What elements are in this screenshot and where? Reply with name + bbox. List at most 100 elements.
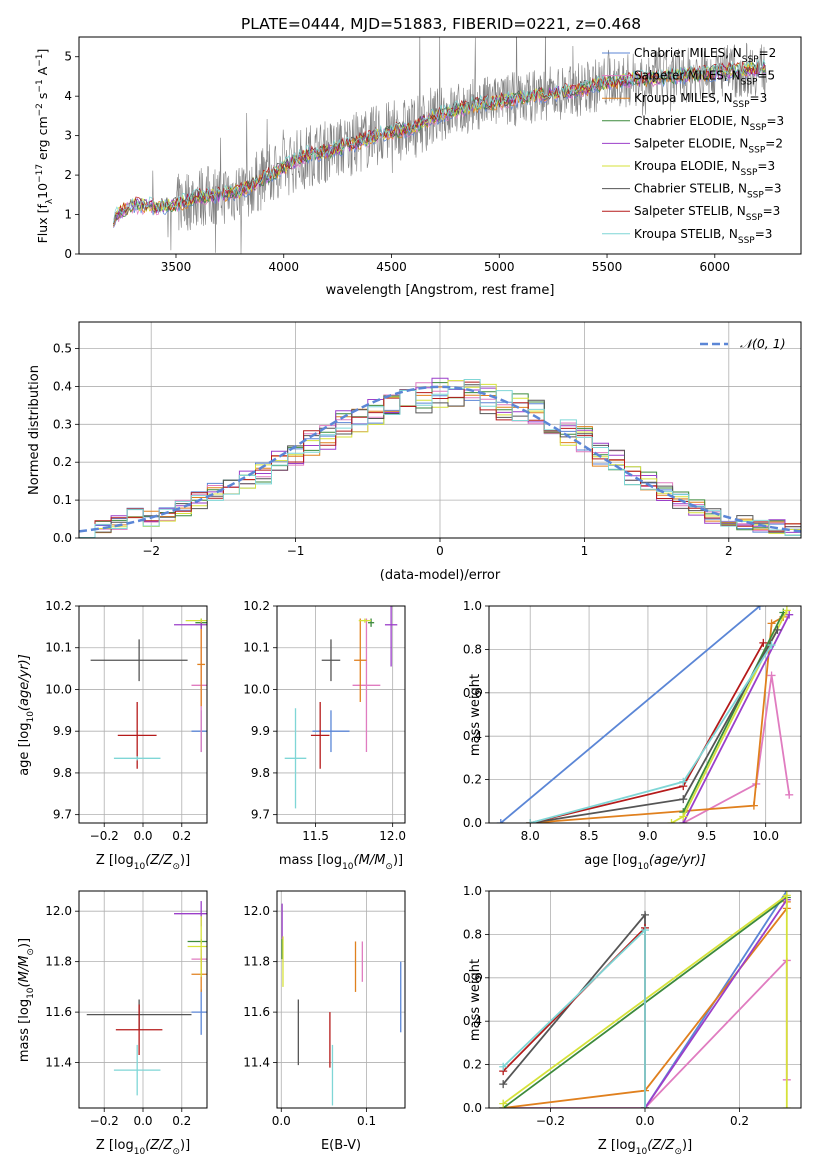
y-tick-label: 12.0: [243, 904, 270, 918]
age-vs-mass-xlabel-part: )]: [393, 853, 403, 868]
legend-label: Salpeter STELIB, NSSP=3: [634, 204, 780, 223]
y-tick-label: 3: [64, 129, 72, 143]
legend-label-part: =3: [764, 182, 782, 196]
weight-marker-chabrier_miles: [496, 819, 505, 823]
residual-histogram-salpeter_miles: [79, 380, 801, 538]
x-tick-label: 4000: [268, 260, 299, 274]
weight-vs-age-xlabel-part: 10: [637, 862, 649, 872]
y-tick-label: 1: [64, 208, 72, 222]
y-tick-label: 9.7: [53, 808, 72, 822]
x-tick-label: 0.0: [133, 1114, 152, 1128]
y-tick-label: 0.0: [463, 1101, 482, 1115]
x-tick-label: −1: [287, 544, 305, 558]
y-tick-label: 10.2: [45, 599, 72, 613]
x-tick-label: 0.0: [635, 1114, 654, 1128]
age-vs-mass-xlabel-part: 10: [342, 862, 354, 872]
y-tick-label: 10.0: [45, 682, 72, 696]
model-spectrum-kroupa_stelib: [113, 58, 766, 224]
age-vs-z-ylabel-part: (age/yr)]: [17, 654, 32, 711]
residual-histogram-chabrier_stelib: [79, 384, 801, 538]
y-tick-label: 0.6: [463, 971, 482, 985]
weight-marker-kroupa_elodie: [667, 819, 676, 823]
weight-line-chabrier_stelib: [502, 912, 646, 1108]
plot-area-weight_vs_Z: [499, 891, 791, 1108]
y-tick-label: 11.6: [45, 1005, 72, 1019]
legend-label-part: =3: [750, 91, 768, 105]
y-tick-label: 0.6: [463, 686, 482, 700]
spectrum-ylabel-part: −1: [35, 54, 45, 67]
axes-mass_vs_Z: −0.2 0.0 0.211.411.611.812.0Z [log10(Z/Z⊙)…: [17, 890, 208, 1157]
weight-marker-salpeter_stelib: [759, 638, 768, 647]
legend-label-part: SSP: [741, 168, 758, 178]
y-tick-label: 9.8: [53, 766, 72, 780]
normal-legend-label: 𝒩(0, 1): [740, 336, 786, 351]
weight-line-salpeter_elodie: [644, 899, 788, 1108]
y-tick-label: 0.2: [53, 455, 72, 469]
x-tick-label: 3500: [161, 260, 192, 274]
y-tick-label: 0.1: [53, 493, 72, 507]
legend-label: Chabrier ELODIE, NSSP=3: [634, 114, 784, 133]
legend-label-part: SSP: [747, 191, 764, 201]
residual-histogram-kroupa_stelib: [79, 379, 801, 538]
mass-vs-z-ylabel-part: )]: [17, 938, 32, 948]
weight-marker-salpeter_elodie: [785, 610, 794, 619]
weight-marker-kroupa_miles: [767, 619, 776, 628]
y-tick-label: 0.4: [463, 1014, 482, 1028]
mass-vs-z-ylabel-part: (M/M: [17, 956, 32, 988]
y-tick-label: 9.7: [251, 808, 270, 822]
x-tick-label: 0.2: [172, 829, 191, 843]
weight-line-salpeter_elodie: [682, 614, 791, 823]
weight-vs-age-xlabel-part: age [log: [584, 853, 637, 868]
weight-line-chabrier_elodie: [682, 612, 785, 813]
spectrum-ylabel-part: −17: [35, 164, 45, 183]
plot-area-spectrum: [113, 37, 767, 254]
weight-marker-salpeter_miles: [785, 790, 794, 799]
weight-line-kroupa_stelib: [529, 644, 773, 823]
x-tick-label: 2: [725, 544, 733, 558]
legend-label-part: Chabrier ELODIE, N: [634, 114, 750, 128]
mass-vs-ebv-xlabel: E(B-V): [321, 1138, 361, 1153]
weight-marker-kroupa_stelib: [767, 641, 776, 650]
y-tick-label: 10.2: [243, 599, 270, 613]
y-tick-label: 9.9: [53, 724, 72, 738]
residual-histogram-kroupa_miles: [79, 386, 801, 538]
y-tick-label: 11.8: [243, 955, 270, 969]
y-tick-label: 0.8: [463, 927, 482, 941]
x-tick-label: 0.0: [272, 1114, 291, 1128]
axes-frame: [78, 36, 802, 255]
y-tick-label: 0.0: [463, 816, 482, 830]
age-vs-z-ylabel-part: age [log: [17, 723, 32, 776]
x-tick-label: 5500: [592, 260, 623, 274]
x-tick-label: 6000: [700, 260, 731, 274]
y-tick-label: 0.0: [53, 531, 72, 545]
mass-vs-z-ylabel-part: ⊙: [26, 948, 36, 956]
residual-histogram-chabrier_elodie: [79, 382, 801, 538]
legend-label-part: =3: [766, 114, 784, 128]
y-tick-label: 5: [64, 50, 72, 64]
y-tick-label: 0.2: [463, 1058, 482, 1072]
weight-line-salpeter_miles: [682, 675, 791, 823]
y-tick-label: 10.1: [45, 641, 72, 655]
residual-ylabel: Normed distribution: [27, 365, 42, 495]
spectrum-ylabel-part: A: [35, 66, 50, 79]
legend-label: Kroupa STELIB, NSSP=3: [634, 227, 772, 246]
weight-vs-z-xlabel-part: ⊙: [674, 1147, 682, 1157]
weight-vs-age-ylabel: mass weight: [468, 674, 483, 756]
weight-vs-z-xlabel-part: 10: [636, 1147, 648, 1157]
plot-area-age_vs_Z: [90, 618, 207, 769]
y-tick-label: 2: [64, 168, 72, 182]
mass-vs-z-xlabel-part: ⊙: [172, 1147, 180, 1157]
weight-marker-chabrier_stelib: [641, 910, 649, 919]
weight-vs-z-xlabel-part: (Z/Z: [647, 1138, 675, 1153]
spectrum-title: PLATE=0444, MJD=51883, FIBERID=0221, z=0…: [241, 15, 641, 33]
mass-vs-z-xlabel-part: )]: [180, 1138, 190, 1153]
weight-marker-chabrier_stelib: [773, 625, 782, 634]
spectrum-ylabel: Flux [fλ10−17 erg cm−2 s−1 A−1]: [35, 49, 55, 244]
x-tick-label: −0.2: [90, 829, 119, 843]
y-tick-label: 1.0: [463, 599, 482, 613]
legend-label-part: SSP: [738, 236, 755, 246]
y-tick-label: 11.4: [243, 1056, 270, 1070]
legend-label-part: =3: [755, 227, 773, 241]
